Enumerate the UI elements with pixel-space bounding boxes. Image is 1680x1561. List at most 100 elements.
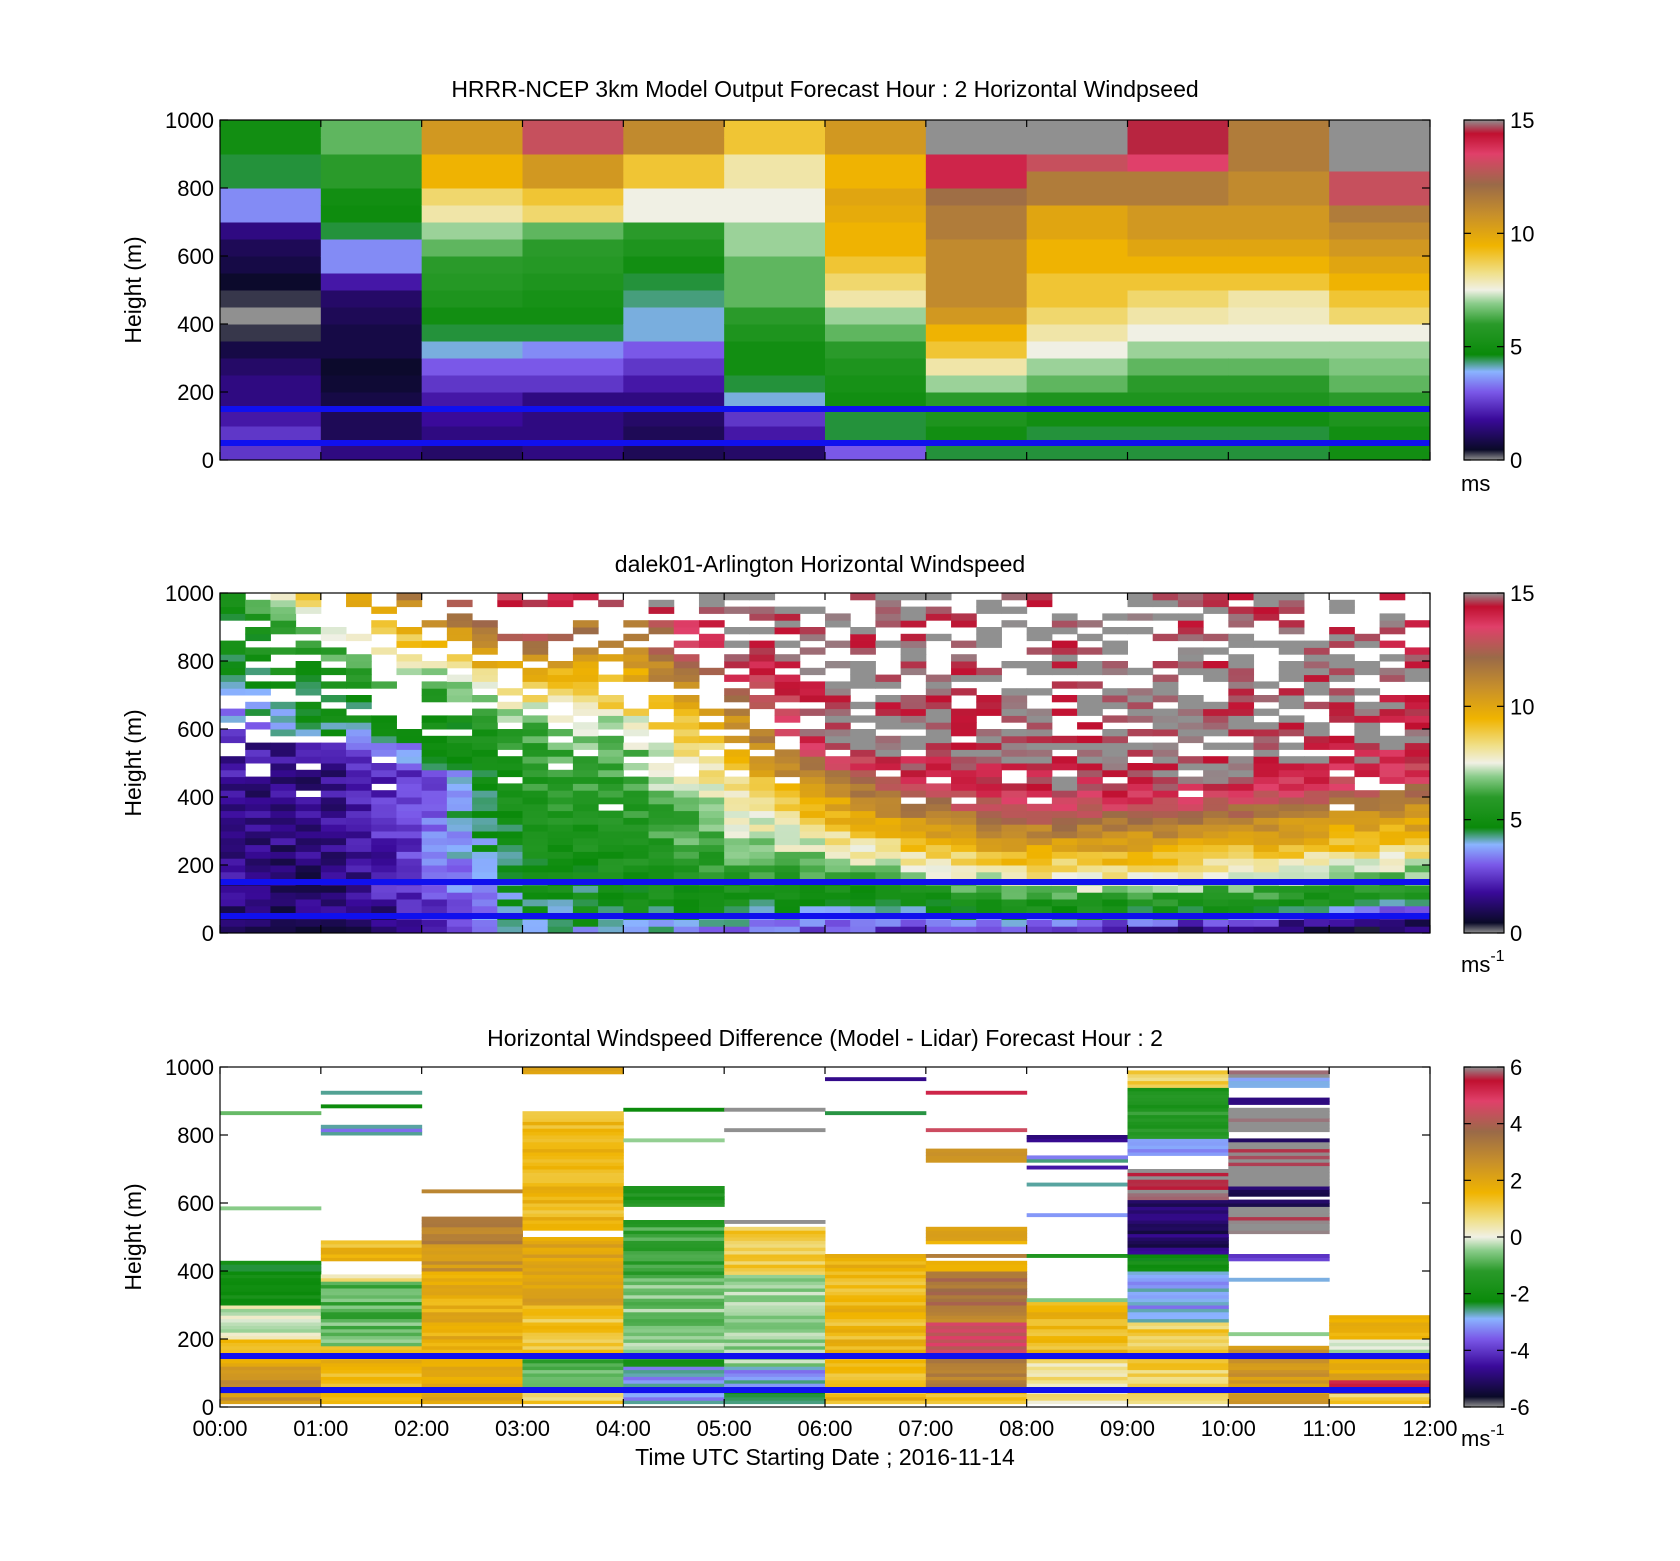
heatmap-cell xyxy=(1253,885,1280,893)
heatmap-cell xyxy=(1354,708,1381,716)
heatmap-cell xyxy=(547,831,574,839)
heatmap-cell xyxy=(1001,905,1028,914)
heatmap-cell xyxy=(673,674,700,682)
heatmap-cell xyxy=(220,120,322,138)
heatmap-cell xyxy=(396,865,423,873)
heatmap-cell xyxy=(850,681,876,689)
heatmap-cell xyxy=(925,919,952,927)
heatmap-cell xyxy=(1026,443,1128,460)
heatmap-cell xyxy=(220,256,322,274)
heatmap-cell xyxy=(220,919,246,927)
heatmap-cell xyxy=(1329,154,1430,172)
heatmap-cell xyxy=(371,606,397,614)
heatmap-cell xyxy=(724,1362,826,1367)
heatmap-cell xyxy=(598,776,624,784)
heatmap-cell xyxy=(1102,647,1128,655)
heatmap-cell xyxy=(1127,1393,1229,1398)
heatmap-cell xyxy=(371,865,397,873)
heatmap-cell xyxy=(1127,688,1154,696)
heatmap-cell xyxy=(799,871,826,880)
heatmap-cell xyxy=(1303,769,1330,778)
heatmap-cell xyxy=(421,1373,523,1377)
heatmap-cell xyxy=(1379,892,1406,900)
heatmap-cell xyxy=(774,688,801,696)
heatmap-cell xyxy=(1001,749,1028,757)
heatmap-cell xyxy=(925,1305,1028,1309)
heatmap-cell xyxy=(320,1335,423,1340)
heatmap-cell xyxy=(1379,654,1406,662)
heatmap-cell xyxy=(1127,1124,1229,1129)
heatmap-cell xyxy=(421,1271,523,1275)
heatmap-cell xyxy=(270,892,297,900)
heatmap-cell xyxy=(724,137,826,155)
heatmap-cell xyxy=(1127,783,1154,791)
heatmap-cell xyxy=(1379,695,1406,703)
heatmap-cell xyxy=(1077,831,1103,839)
heatmap-cell xyxy=(850,905,876,914)
heatmap-cell xyxy=(623,803,650,812)
colorbar-tick-label: 5 xyxy=(1510,808,1522,833)
heatmap-cell xyxy=(951,865,977,873)
heatmap-cell xyxy=(421,831,448,839)
heatmap-cell xyxy=(1329,1376,1430,1381)
heatmap-cell xyxy=(1228,1158,1330,1163)
heatmap-cell xyxy=(850,803,876,812)
heatmap-cell xyxy=(522,1169,624,1173)
heatmap-cell xyxy=(825,1260,927,1265)
heatmap-cell xyxy=(572,763,599,771)
heatmap-cell xyxy=(522,1128,624,1133)
heatmap-cell xyxy=(673,837,700,846)
heatmap-cell xyxy=(825,708,851,716)
heatmap-cell xyxy=(547,885,574,893)
heatmap-cell xyxy=(320,1294,423,1299)
heatmap-cell xyxy=(1001,926,1028,933)
heatmap-cell xyxy=(1001,763,1028,771)
heatmap-cell xyxy=(1379,620,1406,628)
heatmap-cell xyxy=(497,783,523,791)
heatmap-cell xyxy=(346,817,372,825)
heatmap-cell xyxy=(320,919,347,927)
heatmap-cell xyxy=(850,647,876,655)
heatmap-cell xyxy=(295,851,322,859)
heatmap-cell xyxy=(875,708,902,716)
heatmap-cell xyxy=(220,763,246,771)
heatmap-cell xyxy=(1026,222,1128,240)
heatmap-cell xyxy=(799,824,826,832)
heatmap-cell xyxy=(396,858,423,866)
heatmap-cell xyxy=(673,756,700,764)
heatmap-cell xyxy=(245,885,271,893)
heatmap-cell xyxy=(1278,715,1305,723)
heatmap-cell xyxy=(724,1376,826,1381)
x-tick-label: 04:00 xyxy=(596,1416,651,1441)
heatmap-cell xyxy=(724,341,826,359)
heatmap-cell xyxy=(623,137,725,155)
heatmap-cell xyxy=(1203,797,1229,805)
heatmap-cell xyxy=(1203,599,1229,608)
heatmap-cell xyxy=(1127,188,1229,206)
heatmap-cell xyxy=(497,871,523,880)
heatmap-cell xyxy=(925,375,1028,393)
heatmap-cell xyxy=(1077,797,1103,805)
heatmap-cell xyxy=(1203,844,1229,852)
heatmap-cell xyxy=(648,783,675,791)
heatmap-cell xyxy=(598,817,624,825)
heatmap-cell xyxy=(1127,1240,1229,1245)
heatmap-cell xyxy=(1026,742,1053,750)
heatmap-cell xyxy=(724,797,750,805)
heatmap-cell xyxy=(1127,1383,1229,1388)
heatmap-cell xyxy=(1329,222,1430,240)
heatmap-cell xyxy=(900,620,927,628)
heatmap-cell xyxy=(724,1257,826,1262)
heatmap-cell xyxy=(623,256,725,274)
heatmap-cell xyxy=(825,783,851,791)
heatmap-cell xyxy=(421,715,448,723)
heatmap-cell xyxy=(623,1250,725,1255)
heatmap-cell xyxy=(220,1373,322,1377)
heatmap-cell xyxy=(1278,776,1305,784)
heatmap-cell xyxy=(1152,742,1179,750)
heatmap-cell xyxy=(749,844,776,852)
heatmap-cell xyxy=(976,803,1002,812)
heatmap-cell xyxy=(1026,1155,1128,1160)
heatmap-cell xyxy=(825,1383,927,1388)
